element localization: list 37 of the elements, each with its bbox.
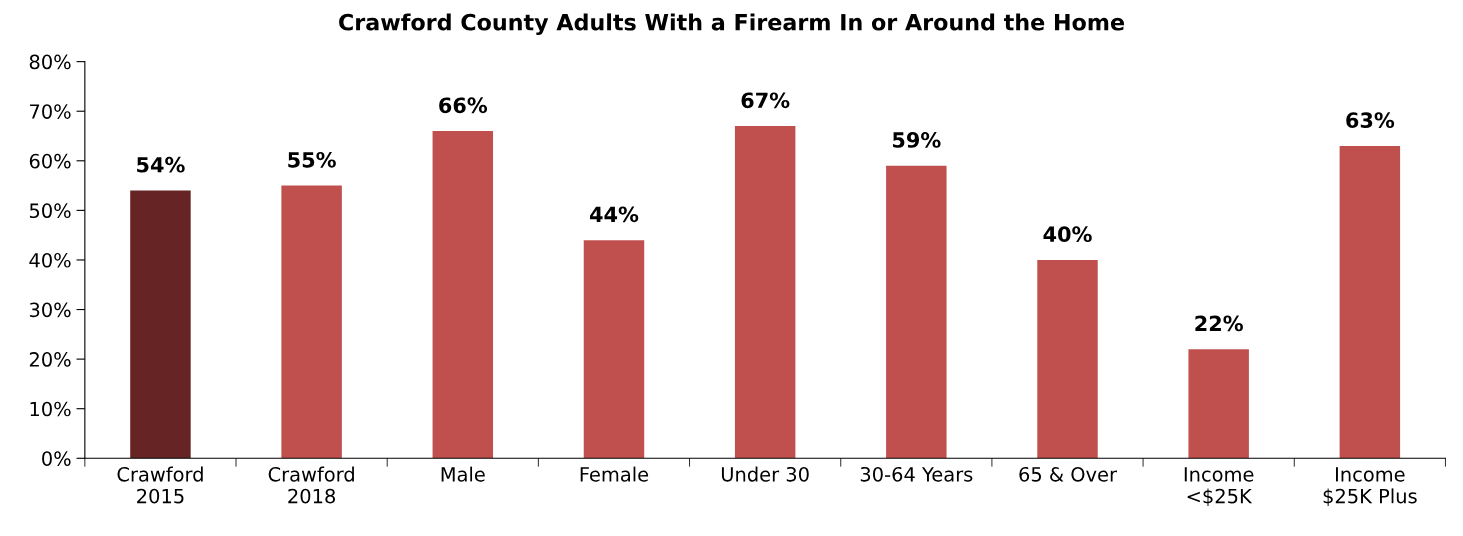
bar	[432, 131, 494, 459]
y-tick-label: 30%	[29, 302, 71, 318]
data-label: 55%	[288, 151, 336, 168]
x-tick-label: Income <$25K	[1184, 467, 1254, 507]
data-label: 44%	[589, 206, 639, 223]
y-tick-label: 10%	[30, 401, 71, 417]
y-tick-label: 0%	[42, 451, 71, 466]
bar	[281, 185, 342, 459]
bar	[1037, 259, 1098, 459]
bar	[1188, 349, 1249, 459]
bar	[130, 190, 191, 459]
data-label: 66%	[439, 97, 488, 114]
x-tick-label: Income $25K Plus	[1323, 467, 1417, 507]
x-tick-label: Male	[441, 466, 485, 482]
data-label: 67%	[741, 92, 790, 109]
y-tick-label: 70%	[30, 104, 71, 119]
x-tick-label: Female	[580, 466, 649, 482]
bar	[734, 126, 796, 459]
y-tick-label: 50%	[29, 203, 71, 219]
x-tick-label: Crawford 2015	[117, 466, 203, 504]
data-label: 59%	[893, 132, 941, 148]
chart-title: Crawford County Adults With a Firearm In or Around the Home	[339, 13, 1124, 36]
y-tick-label: 60%	[29, 153, 71, 169]
data-label: 22%	[1195, 315, 1243, 332]
x-tick-label: Under 30	[721, 466, 809, 482]
bar	[583, 240, 645, 459]
y-tick-label: 80%	[29, 54, 71, 70]
x-tick-label: Crawford 2018	[268, 466, 354, 504]
bar	[1339, 145, 1401, 459]
data-label: 40%	[1043, 226, 1092, 243]
x-tick-label: 65 & Over	[1019, 466, 1118, 482]
y-tick-label: 40%	[29, 252, 71, 268]
y-tick-label: 20%	[29, 352, 71, 367]
x-tick-label: 30-64 Years	[860, 466, 973, 482]
data-label: 63%	[1346, 112, 1395, 128]
data-label: 54%	[137, 156, 185, 173]
bar	[886, 165, 947, 459]
